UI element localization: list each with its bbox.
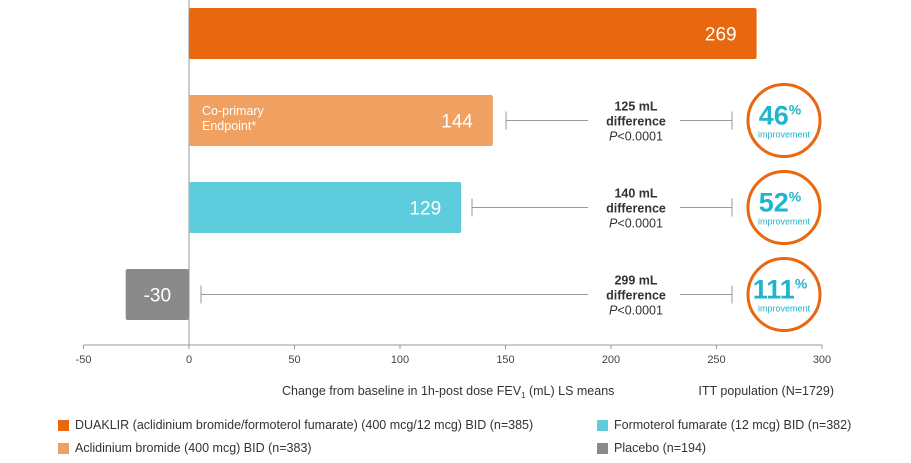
bar-value-label: 129 — [409, 199, 441, 220]
difference-label: difference — [606, 289, 666, 303]
improvement-badge — [746, 83, 822, 158]
legend-label-aclidinium: Aclidinium bromide (400 mcg) BID (n=383) — [75, 441, 312, 455]
x-tick-label: 200 — [602, 354, 620, 366]
bar-value-label: -30 — [144, 286, 171, 307]
bar-value-label: 269 — [705, 25, 737, 46]
x-tick-label: -50 — [76, 354, 92, 366]
bar — [125, 269, 189, 320]
fev1-bar-chart: -50 0 50 100 150 200 250 300 269 144 129 -30 Co-prim… — [76, 0, 834, 400]
improvement-percent: 52% — [759, 188, 802, 218]
population-note: ITT population (N=1729) — [698, 384, 834, 398]
legend-item-formoterol: Formoterol fumarate (12 mcg) BID (n=382) — [597, 418, 851, 432]
legend-item-placebo: Placebo (n=194) — [597, 441, 706, 455]
difference-value: 299 mL — [614, 274, 657, 288]
p-value: P<0.0001 — [609, 130, 663, 144]
improvement-percent: 111% — [753, 275, 808, 305]
legend-label-placebo: Placebo (n=194) — [614, 441, 707, 455]
improvement-percent: 46% — [759, 101, 802, 131]
x-tick-label: 50 — [288, 354, 300, 366]
p-value: P<0.0001 — [609, 304, 663, 318]
bar — [189, 95, 493, 146]
legend-item-duaklir: DUAKLIR (aclidinium bromide/formoterol f… — [58, 418, 533, 432]
improvement-badge — [746, 170, 822, 245]
x-tick-label: 0 — [186, 354, 192, 366]
improvement-label: improvement — [758, 217, 811, 227]
difference-value: 140 mL — [614, 187, 657, 201]
bar — [189, 8, 757, 59]
legend-item-aclidinium: Aclidinium bromide (400 mcg) BID (n=383) — [58, 441, 312, 455]
improvement-label: improvement — [758, 304, 811, 314]
p-value: P<0.0001 — [609, 217, 663, 231]
co-primary-endpoint-label: Endpoint* — [202, 119, 256, 133]
bar — [189, 182, 462, 233]
x-tick-label: 100 — [391, 354, 409, 366]
improvement-label: improvement — [758, 130, 811, 140]
x-tick-label: 150 — [496, 354, 514, 366]
legend-swatch-aclidinium — [58, 442, 69, 454]
x-tick-label: 250 — [707, 354, 725, 366]
improvement-badge — [746, 257, 822, 332]
x-tick-label: 300 — [813, 354, 831, 366]
difference-value: 125 mL — [614, 100, 657, 114]
legend-label-duaklir: DUAKLIR (aclidinium bromide/formoterol f… — [75, 418, 534, 432]
difference-label: difference — [606, 202, 666, 216]
legend-swatch-formoterol — [597, 419, 608, 431]
legend-label-formoterol: Formoterol fumarate (12 mcg) BID (n=382) — [614, 418, 852, 432]
legend-swatch-duaklir — [58, 419, 69, 431]
bar-value-label: 144 — [441, 112, 473, 133]
difference-label: difference — [606, 115, 666, 129]
legend-swatch-placebo — [597, 442, 608, 454]
co-primary-endpoint-label: Co-primary — [202, 104, 265, 118]
x-axis-label: Change from baseline in 1h-post dose FEV… — [282, 384, 614, 400]
